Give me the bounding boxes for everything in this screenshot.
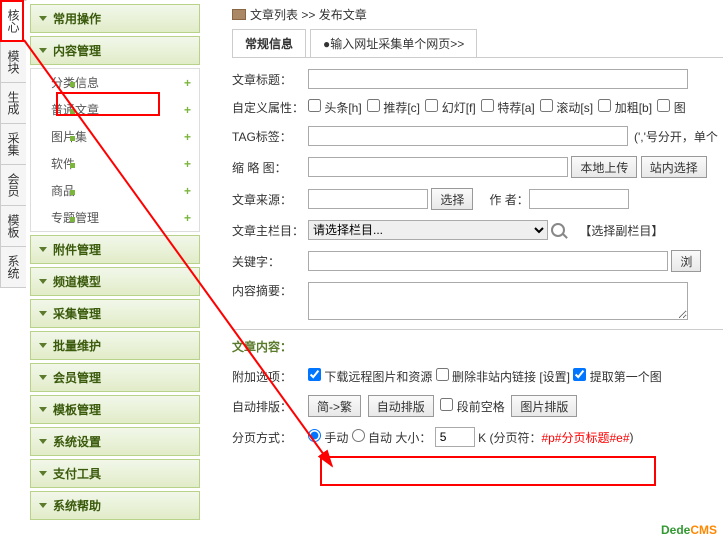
nav-header[interactable]: 系统设置 xyxy=(30,427,200,456)
tag-label: TAG标签： xyxy=(232,128,308,145)
addon-checkbox[interactable]: 提取第一个图 xyxy=(573,370,661,384)
attr-checkbox[interactable]: 滚动[s] xyxy=(540,101,596,115)
nav-item[interactable]: 专题管理+ xyxy=(31,204,199,231)
attr-checkbox[interactable]: 头条[h] xyxy=(308,101,365,115)
left-tab-6[interactable]: 系统 xyxy=(0,246,26,288)
tag-hint: (','号分开，单个 xyxy=(634,128,718,145)
author-label: 作 者： xyxy=(489,191,528,208)
nav-item[interactable]: 图片集+ xyxy=(31,123,199,150)
nav-header[interactable]: 采集管理 xyxy=(30,299,200,328)
nav-header[interactable]: 常用操作 xyxy=(30,4,200,33)
indent-checkbox[interactable]: 段前空格 xyxy=(440,398,504,415)
pg-size-label: 大小： xyxy=(395,429,431,446)
nav-header[interactable]: 批量维护 xyxy=(30,331,200,360)
addon-label: 附加选项： xyxy=(232,368,308,385)
column-select[interactable]: 请选择栏目... xyxy=(308,220,548,240)
crumb-a[interactable]: 文章列表 xyxy=(250,6,298,23)
pg-end: ) xyxy=(630,430,634,444)
attr-checkbox[interactable]: 特荐[a] xyxy=(481,101,538,115)
left-tab-5[interactable]: 模板 xyxy=(0,205,26,247)
left-tab-2[interactable]: 生成 xyxy=(0,82,26,124)
pg-token: #p#分页标题#e# xyxy=(541,429,629,446)
img-layout-button[interactable]: 图片排版 xyxy=(511,395,577,417)
browse-button[interactable]: 浏 xyxy=(671,250,701,272)
kw-label: 关键字： xyxy=(232,253,308,270)
nav-item[interactable]: 普通文章+ xyxy=(31,96,199,123)
site-select-button[interactable]: 站内选择 xyxy=(641,156,707,178)
tag-input[interactable] xyxy=(308,126,628,146)
col-side[interactable]: 【选择副栏目】 xyxy=(579,222,663,239)
left-tab-1[interactable]: 模块 xyxy=(0,41,26,83)
pg-manual-radio[interactable]: 手动 xyxy=(308,429,348,446)
form-tab[interactable]: ●输入网址采集单个网页>> xyxy=(310,29,477,57)
summary-input[interactable] xyxy=(308,282,688,320)
s2t-button[interactable]: 简->繁 xyxy=(308,395,361,417)
attrs-label: 自定义属性： xyxy=(232,99,308,116)
attr-checkbox[interactable]: 推荐[c] xyxy=(367,101,423,115)
nav-header[interactable]: 内容管理 xyxy=(30,36,200,65)
attr-checkbox[interactable]: 图 xyxy=(657,101,685,115)
nav-item[interactable]: 商品+ xyxy=(31,177,199,204)
src-label: 文章来源： xyxy=(232,191,308,208)
src-input[interactable] xyxy=(308,189,428,209)
left-tab-3[interactable]: 采集 xyxy=(0,123,26,165)
settings-link[interactable]: [设置] xyxy=(539,370,573,384)
nav-item[interactable]: 分类信息+ xyxy=(31,69,199,96)
pg-size-input[interactable] xyxy=(435,427,475,447)
author-input[interactable] xyxy=(529,189,629,209)
content-section-label: 文章内容： xyxy=(232,329,723,363)
title-label: 文章标题： xyxy=(232,71,308,88)
nav-item[interactable]: 软件+ xyxy=(31,150,199,177)
local-upload-button[interactable]: 本地上传 xyxy=(571,156,637,178)
addon-checkbox[interactable]: 删除非站内链接 xyxy=(436,370,540,384)
crumb-b: 发布文章 xyxy=(319,6,367,23)
kw-input[interactable] xyxy=(308,251,668,271)
addon-checkbox[interactable]: 下载远程图片和资源 xyxy=(308,370,436,384)
brand-logo: DedeCMS xyxy=(661,523,717,537)
form-tab[interactable]: 常规信息 xyxy=(232,29,306,57)
nav-header[interactable]: 模板管理 xyxy=(30,395,200,424)
search-icon[interactable] xyxy=(551,223,565,237)
pg-auto-radio[interactable]: 自动 xyxy=(352,429,392,446)
col-label: 文章主栏目： xyxy=(232,222,308,239)
thumb-label: 缩 略 图： xyxy=(232,159,308,176)
pg-label: 分页方式： xyxy=(232,429,308,446)
attr-checkbox[interactable]: 加粗[b] xyxy=(598,101,655,115)
nav-header[interactable]: 支付工具 xyxy=(30,459,200,488)
book-icon xyxy=(232,9,246,20)
pg-unit: K (分页符： xyxy=(478,429,541,446)
thumb-input[interactable] xyxy=(308,157,568,177)
sum-label: 内容摘要： xyxy=(232,282,308,299)
attr-checkbox[interactable]: 幻灯[f] xyxy=(425,101,479,115)
nav-header[interactable]: 会员管理 xyxy=(30,363,200,392)
nav-header[interactable]: 附件管理 xyxy=(30,235,200,264)
nav-header[interactable]: 频道模型 xyxy=(30,267,200,296)
auto-layout-button[interactable]: 自动排版 xyxy=(368,395,434,417)
left-tab-4[interactable]: 会员 xyxy=(0,164,26,206)
title-input[interactable] xyxy=(308,69,688,89)
nav-header[interactable]: 系统帮助 xyxy=(30,491,200,520)
src-select-button[interactable]: 选择 xyxy=(431,188,473,210)
crumb-sep: >> xyxy=(301,8,315,22)
auto-label: 自动排版： xyxy=(232,398,308,415)
left-tab-0[interactable]: 核心 xyxy=(0,0,27,42)
